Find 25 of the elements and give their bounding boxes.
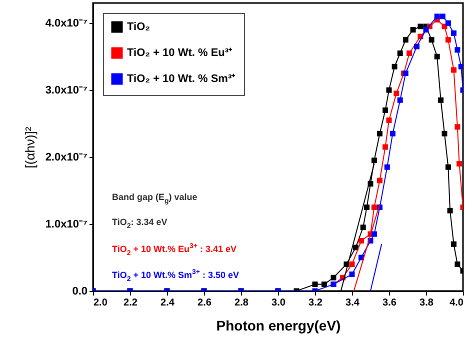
- y-tick-label: 3.0x10⁻⁷: [45, 84, 88, 97]
- x-tick-label: 4.0: [450, 298, 464, 308]
- x-tick-label: 3.2: [308, 298, 323, 308]
- x-tick-label: 2.8: [234, 298, 249, 308]
- annotation: TiO$_{2}$ + 10 Wt.% Eu$^{3+}$ : 3.41 eV: [112, 242, 238, 258]
- y-tick-label: 1.0x10⁻⁷: [45, 218, 88, 231]
- legend-label: TiO₂ + 10 Wt. % Sm³⁺: [127, 73, 236, 85]
- x-tick-label: 3.4: [346, 298, 360, 308]
- x-tick-label: 3.8: [420, 298, 434, 308]
- x-tick-label: 2.2: [124, 298, 138, 308]
- x-tick-label: 2.4: [160, 298, 175, 308]
- x-axis-title: Photon energy(eV): [216, 318, 341, 334]
- annotation: TiO$_{2}$: 3.34 eV: [112, 216, 168, 232]
- legend-label: TiO₂: [127, 21, 150, 33]
- x-tick-label: 2.6: [198, 298, 212, 308]
- y-tick-label: 4.0x10⁻⁷: [45, 18, 88, 30]
- annotation: TiO$_{2}$ + 10 Wt.% Sm$^{3+}$ : 3.50 eV: [112, 268, 240, 286]
- x-tick-label: 3.0: [272, 298, 286, 308]
- x-tick-label: 3.6: [382, 298, 397, 308]
- y-axis-title: [(αhν)]²: [22, 126, 38, 168]
- y-tick-label: 2.0x10⁻⁷: [45, 152, 88, 164]
- x-tick-label: 2.0: [94, 298, 108, 308]
- legend-label: TiO₂ + 10 Wt. % Eu³⁺: [127, 47, 233, 59]
- annotation: Band gap (E$_{g}$) value: [112, 191, 198, 207]
- y-tick-label: 0.0: [72, 286, 88, 298]
